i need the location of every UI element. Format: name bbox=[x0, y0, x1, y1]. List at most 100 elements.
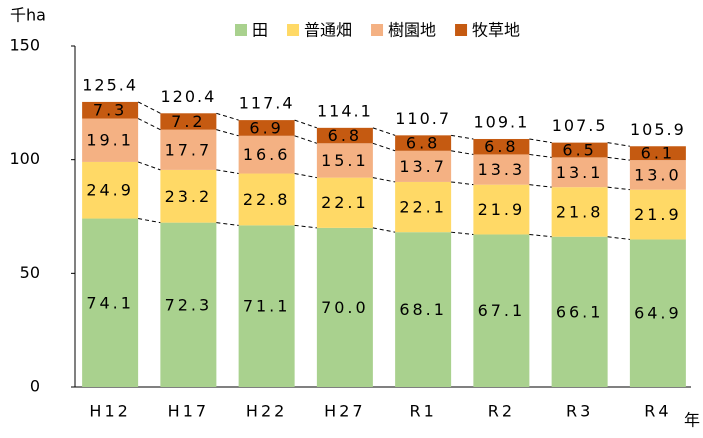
y-tick-label: 50 bbox=[20, 263, 40, 282]
value-label: 21.9 bbox=[634, 205, 682, 224]
connector bbox=[137, 118, 161, 131]
bar-segment bbox=[238, 120, 295, 136]
bar-segment bbox=[82, 101, 139, 119]
legend-label: 普通畑 bbox=[304, 21, 352, 40]
bar-segment bbox=[473, 138, 530, 155]
value-label: 19.1 bbox=[86, 131, 134, 150]
bar-segment bbox=[160, 129, 217, 170]
value-label: 74.1 bbox=[86, 293, 134, 312]
value-label: 22.1 bbox=[321, 193, 369, 212]
x-tick-label: R4 bbox=[644, 402, 671, 421]
bar-segment bbox=[395, 181, 452, 233]
bar-segment bbox=[551, 157, 608, 188]
legend-label: 樹園地 bbox=[388, 21, 436, 40]
bar-segment bbox=[160, 113, 217, 130]
value-label: 24.9 bbox=[86, 181, 134, 200]
value-label: 6.8 bbox=[406, 134, 440, 153]
connector bbox=[451, 181, 474, 186]
connector bbox=[529, 233, 552, 238]
connector bbox=[137, 161, 161, 171]
bar-segment bbox=[395, 232, 452, 387]
value-label: 23.2 bbox=[165, 187, 213, 206]
total-label: 105.9 bbox=[630, 120, 686, 139]
bar-segment bbox=[238, 173, 295, 226]
x-tick-label: R3 bbox=[566, 402, 593, 421]
value-label: 7.2 bbox=[171, 112, 205, 131]
bar-segment bbox=[551, 142, 608, 158]
bar-segment bbox=[238, 135, 295, 174]
value-label: 7.3 bbox=[93, 101, 127, 120]
total-label: 110.7 bbox=[395, 109, 451, 128]
value-label: 17.7 bbox=[165, 140, 213, 159]
connector bbox=[607, 142, 630, 147]
x-tick-label: R1 bbox=[409, 402, 436, 421]
legend-label: 田 bbox=[252, 21, 268, 40]
value-label: 70.0 bbox=[321, 298, 369, 317]
x-axis-label: 年 bbox=[684, 411, 700, 430]
connector bbox=[607, 156, 630, 161]
x-tick-label: R2 bbox=[488, 402, 515, 421]
bar-segment bbox=[473, 184, 530, 235]
legend-label: 牧草地 bbox=[472, 21, 520, 40]
total-label: 117.4 bbox=[239, 94, 295, 113]
bar-segment bbox=[395, 135, 452, 151]
y-tick-label: 0 bbox=[30, 377, 40, 396]
value-label: 13.0 bbox=[634, 165, 682, 184]
bar-segment bbox=[629, 239, 686, 387]
connector bbox=[529, 184, 552, 188]
total-label: 107.5 bbox=[552, 116, 608, 135]
connector bbox=[451, 231, 474, 235]
legend-swatch bbox=[287, 24, 300, 36]
bar-segment bbox=[316, 127, 373, 144]
bar-segment bbox=[629, 189, 686, 240]
bar-segment bbox=[82, 218, 139, 387]
bar-segment bbox=[395, 150, 452, 182]
connector bbox=[529, 153, 552, 158]
bar-segment bbox=[160, 169, 217, 223]
total-label: 120.4 bbox=[160, 87, 216, 106]
value-label: 6.9 bbox=[249, 118, 283, 137]
connector bbox=[607, 236, 630, 240]
total-label: 109.1 bbox=[473, 112, 529, 131]
value-label: 13.7 bbox=[399, 157, 447, 176]
bar-segment bbox=[316, 227, 373, 387]
connector bbox=[372, 227, 396, 233]
bar-segment bbox=[551, 236, 608, 387]
value-label: 6.5 bbox=[562, 141, 596, 160]
x-tick-label: H12 bbox=[89, 402, 130, 421]
legend-swatch bbox=[455, 24, 468, 36]
connector bbox=[294, 224, 317, 229]
bar-segment bbox=[629, 160, 686, 190]
bar-segment bbox=[82, 161, 139, 219]
connector bbox=[372, 127, 396, 136]
connector bbox=[451, 134, 474, 140]
connector bbox=[216, 129, 239, 137]
value-label: 6.8 bbox=[484, 137, 518, 156]
bar-segment bbox=[473, 154, 530, 185]
value-label: 22.8 bbox=[243, 190, 291, 209]
y-axis-label: 千ha bbox=[10, 6, 46, 25]
connector bbox=[138, 218, 161, 224]
connector bbox=[294, 173, 317, 179]
connector bbox=[294, 119, 318, 129]
connector bbox=[372, 177, 396, 183]
bar-segment bbox=[629, 146, 686, 161]
bar-segment bbox=[160, 222, 217, 387]
bar-segment bbox=[473, 234, 530, 387]
y-tick-label: 150 bbox=[9, 36, 40, 55]
bar-segment bbox=[82, 118, 139, 162]
connector bbox=[451, 150, 474, 155]
bar-segment bbox=[238, 225, 295, 387]
connector bbox=[137, 101, 161, 114]
connector bbox=[216, 112, 239, 121]
connector bbox=[529, 138, 552, 144]
legend-swatch bbox=[371, 24, 384, 36]
connector bbox=[216, 222, 239, 226]
value-label: 71.1 bbox=[243, 297, 291, 316]
total-label: 114.1 bbox=[317, 101, 373, 120]
value-label: 67.1 bbox=[478, 301, 526, 320]
value-label: 6.8 bbox=[328, 126, 362, 145]
value-label: 15.1 bbox=[321, 151, 369, 170]
bar-segment bbox=[551, 187, 608, 237]
